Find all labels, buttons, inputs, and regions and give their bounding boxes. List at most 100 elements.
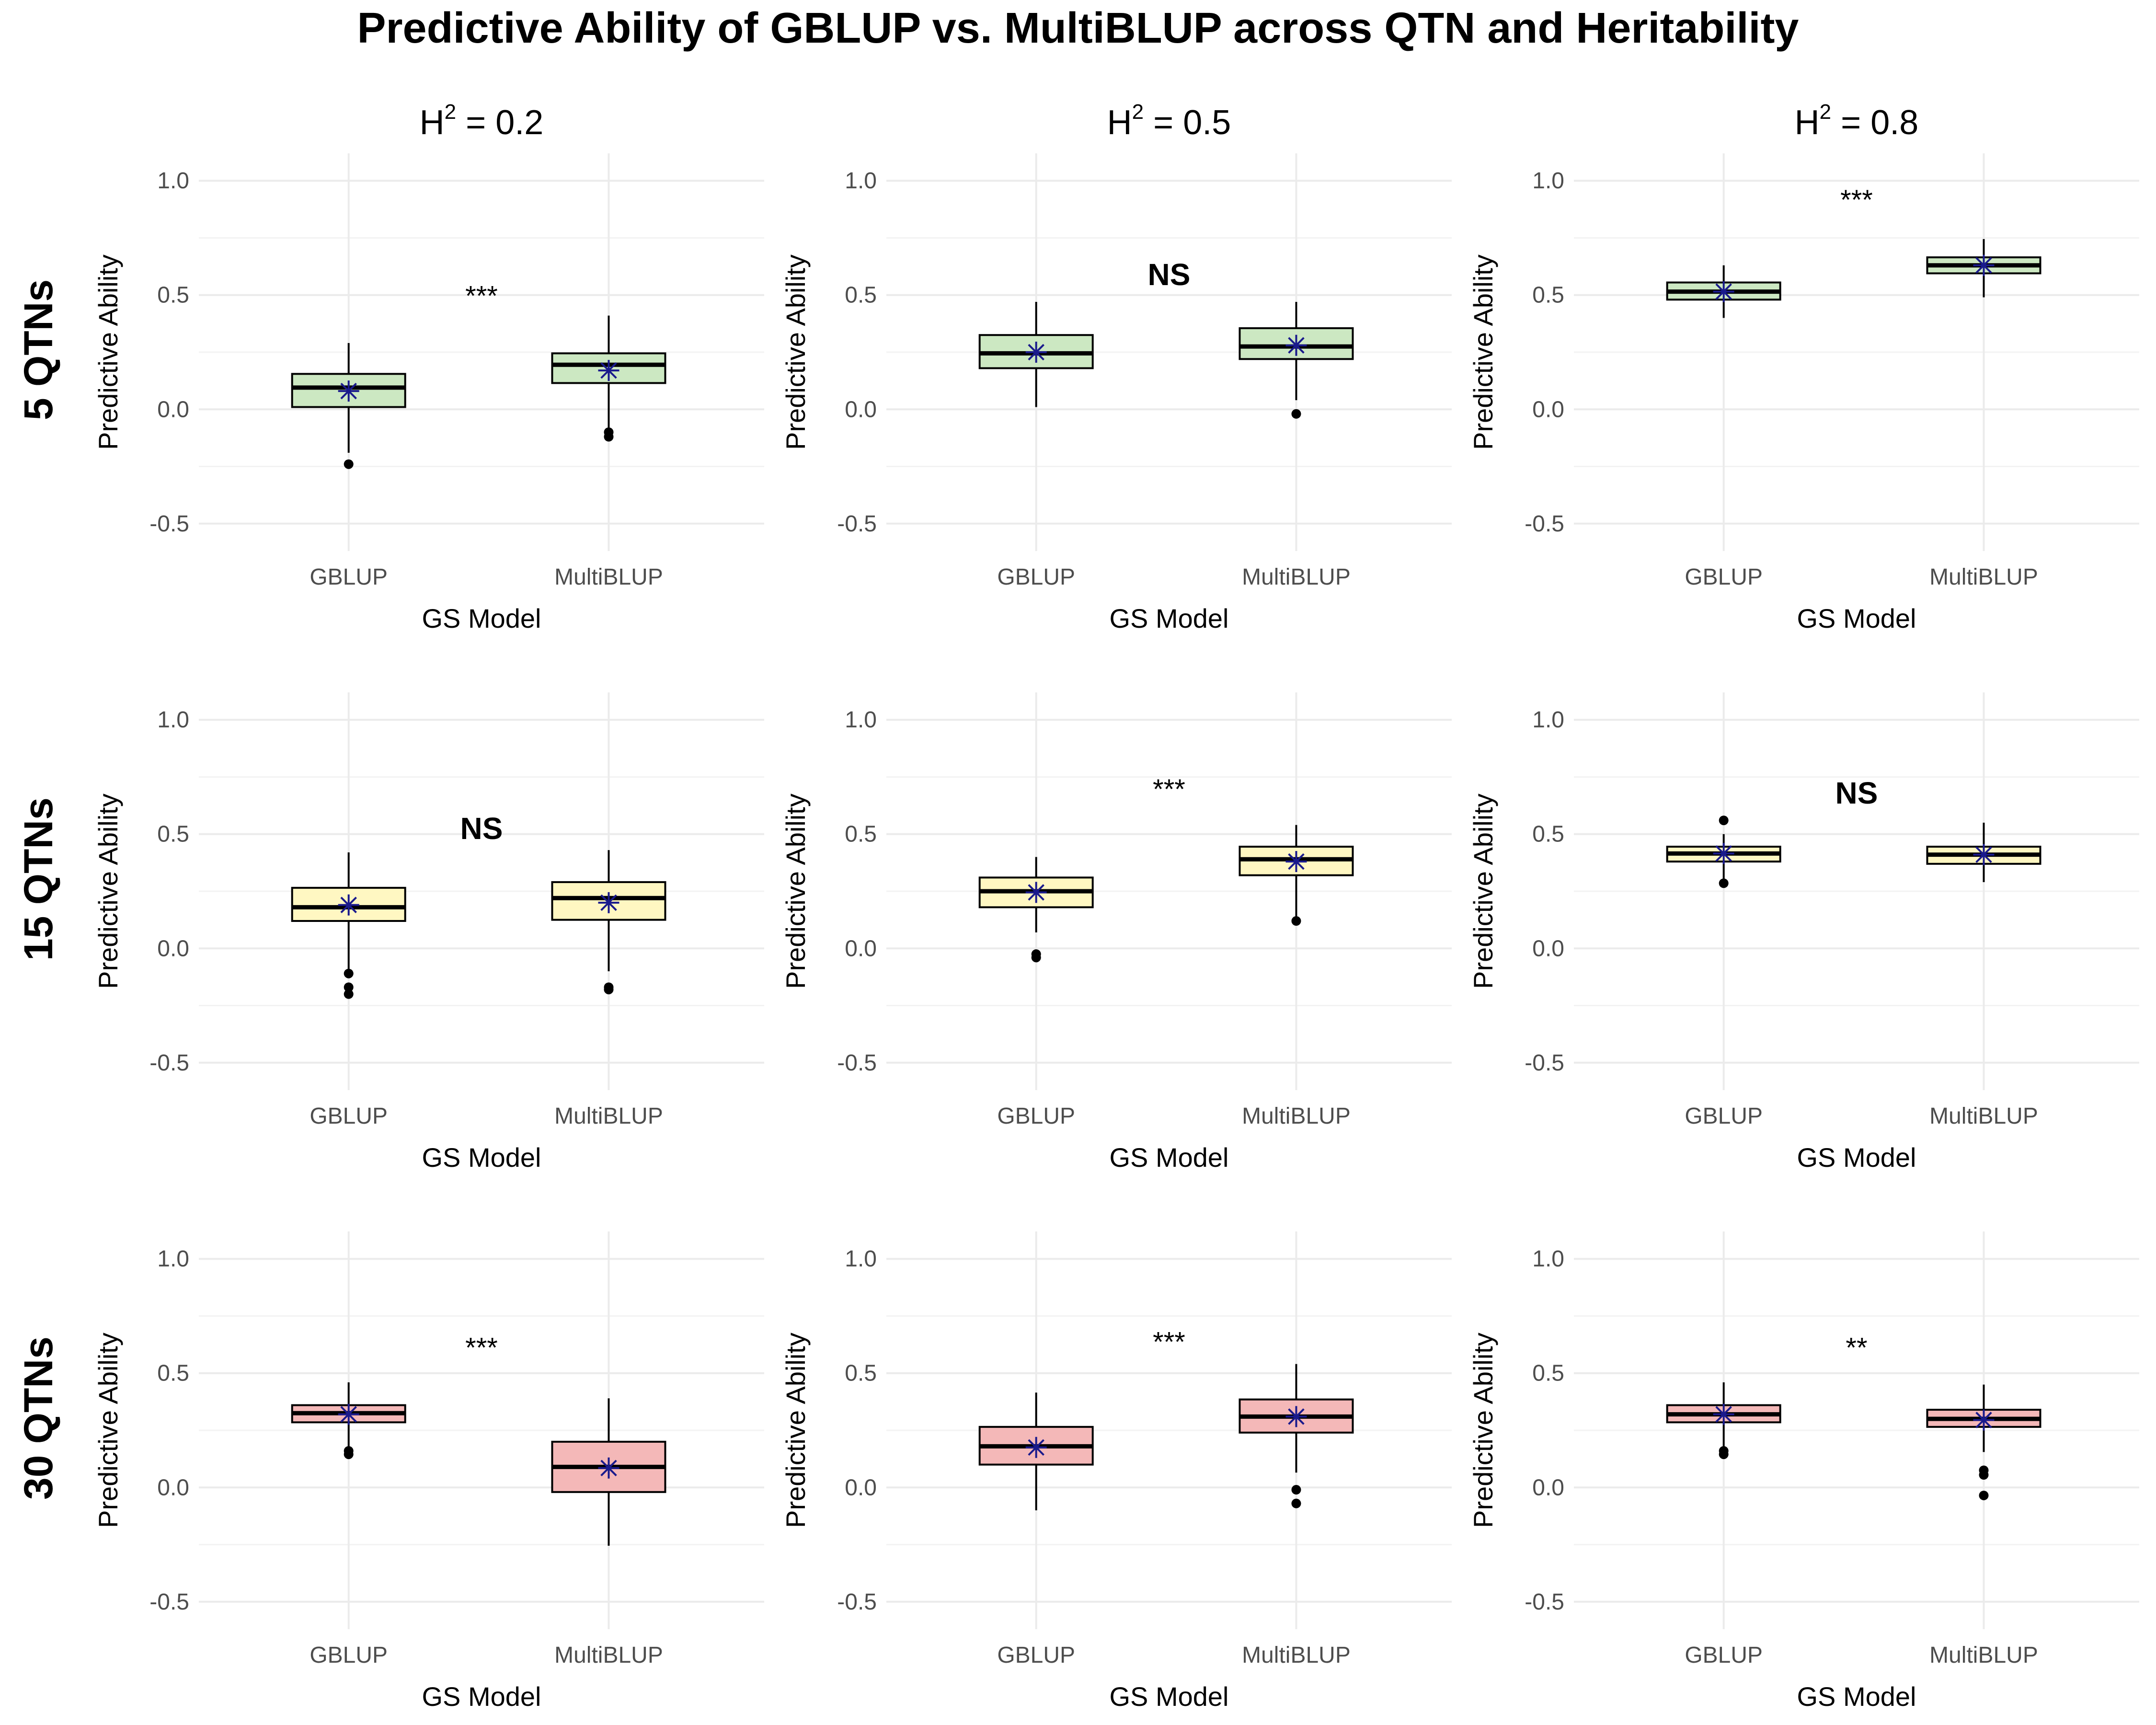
mean-marker [1975, 846, 1992, 863]
mean-marker [1288, 1408, 1305, 1425]
column-header-3: H2 = 0.8 [1795, 100, 1919, 142]
y-tick-label: -0.5 [149, 1050, 189, 1076]
panel-2-1: -0.5 0.0 0.5 1.0 GBLUP MultiBLUP NS GS Model Pre… [93, 692, 764, 1173]
x-axis-title: GS Model [422, 603, 541, 633]
y-tick-label: 0.5 [157, 1361, 189, 1386]
y-axis-title: Predictive Ability [780, 1333, 811, 1528]
panel-1-3: -0.5 0.0 0.5 1.0 GBLUP MultiBLUP *** GS Model Pr… [1468, 153, 2139, 633]
x-tick-label: MultiBLUP [1242, 1643, 1351, 1668]
mean-marker [1975, 257, 1992, 274]
y-tick-label: 0.5 [845, 1361, 877, 1386]
chart-title: Predictive Ability of GBLUP vs. MultiBLU… [357, 4, 1799, 52]
mean-marker [1288, 853, 1305, 870]
mean-marker [340, 1406, 357, 1423]
y-axis-title: Predictive Ability [93, 794, 123, 989]
x-tick-label: MultiBLUP [1929, 564, 2038, 590]
y-tick-label: -0.5 [837, 511, 877, 537]
x-tick-label: MultiBLUP [1242, 564, 1351, 590]
x-tick-label: GBLUP [997, 564, 1075, 590]
outlier-point [1291, 1485, 1301, 1495]
y-tick-label: 1.0 [845, 1246, 877, 1272]
significance-label: *** [1153, 1327, 1185, 1358]
y-tick-label: 0.0 [1532, 1475, 1564, 1500]
x-tick-label: GBLUP [997, 1643, 1075, 1668]
outlier-point [1979, 1490, 1989, 1500]
mean-marker [340, 382, 357, 400]
significance-label: NS [460, 811, 503, 846]
y-tick-label: 0.0 [845, 1475, 877, 1500]
mean-marker [1028, 1439, 1044, 1456]
y-tick-label: 1.0 [845, 707, 877, 733]
x-tick-label: GBLUP [997, 1104, 1075, 1129]
y-tick-label: 0.0 [845, 397, 877, 422]
outlier-point [1291, 1498, 1301, 1508]
mean-marker [600, 1460, 617, 1476]
x-tick-label: MultiBLUP [554, 1104, 663, 1129]
y-tick-label: -0.5 [837, 1050, 877, 1076]
significance-label: *** [465, 1333, 498, 1364]
x-tick-label: GBLUP [310, 1643, 388, 1668]
mean-marker [1715, 283, 1732, 300]
outlier-point [344, 989, 354, 999]
x-tick-label: GBLUP [1685, 1643, 1763, 1668]
outlier-point [604, 985, 614, 995]
outlier-point [344, 968, 354, 978]
outlier-point [604, 432, 614, 442]
y-tick-label: 1.0 [845, 168, 877, 194]
panel-1-1: -0.5 0.0 0.5 1.0 GBLUP MultiBLUP *** GS Model Pr… [93, 153, 764, 633]
y-axis-title: Predictive Ability [1468, 254, 1498, 450]
x-axis-title: GS Model [1110, 1681, 1229, 1712]
y-tick-label: 0.5 [1532, 822, 1564, 847]
mean-marker [1288, 337, 1305, 354]
panel-2-2: -0.5 0.0 0.5 1.0 GBLUP MultiBLUP *** GS Model Pr… [780, 692, 1452, 1173]
panel-3-2: -0.5 0.0 0.5 1.0 GBLUP MultiBLUP *** GS Model Pr… [780, 1231, 1452, 1712]
y-tick-label: 0.5 [1532, 283, 1564, 308]
x-tick-label: MultiBLUP [1929, 1104, 2038, 1129]
y-tick-label: -0.5 [149, 511, 189, 537]
y-tick-label: 1.0 [157, 168, 189, 194]
x-tick-label: GBLUP [310, 1104, 388, 1129]
y-tick-label: 0.5 [1532, 1361, 1564, 1386]
y-tick-label: 0.0 [845, 936, 877, 961]
y-axis-title: Predictive Ability [780, 254, 811, 450]
outlier-point [1979, 1470, 1989, 1480]
y-tick-label: -0.5 [1525, 511, 1564, 537]
significance-label: *** [1840, 184, 1873, 216]
outlier-point [1291, 916, 1301, 926]
y-tick-label: 1.0 [157, 707, 189, 733]
y-tick-label: -0.5 [1525, 1589, 1564, 1615]
significance-label: *** [465, 280, 498, 311]
outlier-point [344, 1449, 354, 1460]
y-tick-label: 0.0 [157, 1475, 189, 1500]
outlier-point [344, 459, 354, 469]
x-tick-label: MultiBLUP [1929, 1643, 2038, 1668]
x-tick-label: MultiBLUP [554, 1643, 663, 1668]
x-axis-title: GS Model [1110, 603, 1229, 633]
outlier-point [1719, 1449, 1729, 1460]
mean-marker [1715, 845, 1732, 862]
y-tick-label: 1.0 [1532, 707, 1564, 733]
panel-2-3: -0.5 0.0 0.5 1.0 GBLUP MultiBLUP NS GS Model Pre… [1468, 692, 2139, 1173]
x-axis-title: GS Model [422, 1681, 541, 1712]
y-axis-title: Predictive Ability [93, 1333, 123, 1528]
mean-marker [1028, 344, 1044, 361]
y-axis-title: Predictive Ability [780, 794, 811, 989]
outlier-point [1291, 409, 1301, 419]
y-axis-title: Predictive Ability [93, 254, 123, 450]
x-tick-label: GBLUP [310, 564, 388, 590]
y-tick-label: 0.5 [845, 283, 877, 308]
y-tick-label: 0.0 [157, 936, 189, 961]
mean-marker [1975, 1412, 1992, 1428]
significance-label: *** [1153, 774, 1185, 805]
mean-marker [600, 894, 617, 911]
y-tick-label: -0.5 [1525, 1050, 1564, 1076]
significance-label: NS [1148, 257, 1191, 292]
y-tick-label: 1.0 [1532, 168, 1564, 194]
column-header-2: H2 = 0.5 [1107, 100, 1231, 142]
mean-marker [1028, 884, 1044, 901]
x-axis-title: GS Model [1797, 1142, 1916, 1173]
mean-marker [1715, 1406, 1732, 1423]
x-axis-title: GS Model [1110, 1142, 1229, 1173]
x-tick-label: GBLUP [1685, 1104, 1763, 1129]
